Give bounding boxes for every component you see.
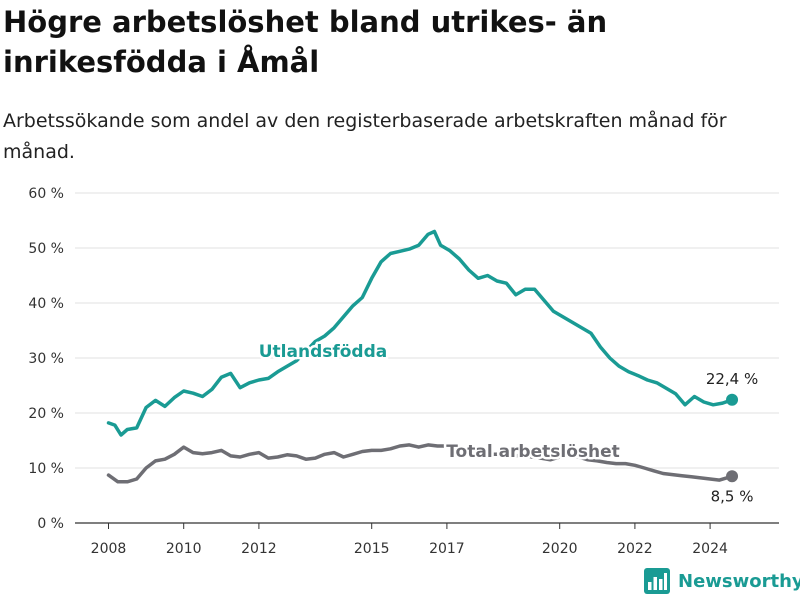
end-marker-total	[726, 470, 739, 483]
y-tick-label: 0 %	[37, 516, 64, 532]
y-tick-label: 50 %	[28, 241, 64, 257]
x-tick-label: 2024	[692, 541, 728, 557]
x-tick-label: 2012	[241, 541, 277, 557]
x-tick-label: 2008	[91, 541, 127, 557]
y-tick-label: 20 %	[28, 406, 64, 422]
newsworthy-logo: Newsworthy	[644, 568, 800, 594]
newsworthy-logo-icon	[644, 568, 670, 594]
x-tick-label: 2010	[166, 541, 202, 557]
end-label-total: 8,5 %	[711, 487, 754, 505]
series-utlandsfodda-line	[106, 229, 734, 437]
x-tick-label: 2017	[429, 541, 465, 557]
x-tick-label: 2015	[354, 541, 390, 557]
chart-subtitle: Arbetssökande som andel av den registerb…	[3, 110, 727, 163]
y-tick-label: 40 %	[28, 296, 64, 312]
x-tick-label: 2022	[617, 541, 653, 557]
series-total-line	[106, 443, 734, 484]
y-tick-label: 10 %	[28, 461, 64, 477]
x-tick-label: 2020	[542, 541, 578, 557]
series-label-utlandsfodda: Utlandsfödda	[259, 342, 388, 362]
end-marker-utlandsfodda	[726, 393, 739, 406]
series-label-total: Total arbetslöshet	[446, 442, 620, 462]
end-label-utlandsfodda: 22,4 %	[706, 370, 758, 388]
chart-title: Högre arbetslöshet bland utrikes- än inr…	[3, 5, 608, 79]
y-tick-label: 30 %	[28, 351, 64, 367]
y-tick-label: 60 %	[28, 186, 64, 202]
newsworthy-logo-text: Newsworthy	[678, 570, 800, 592]
